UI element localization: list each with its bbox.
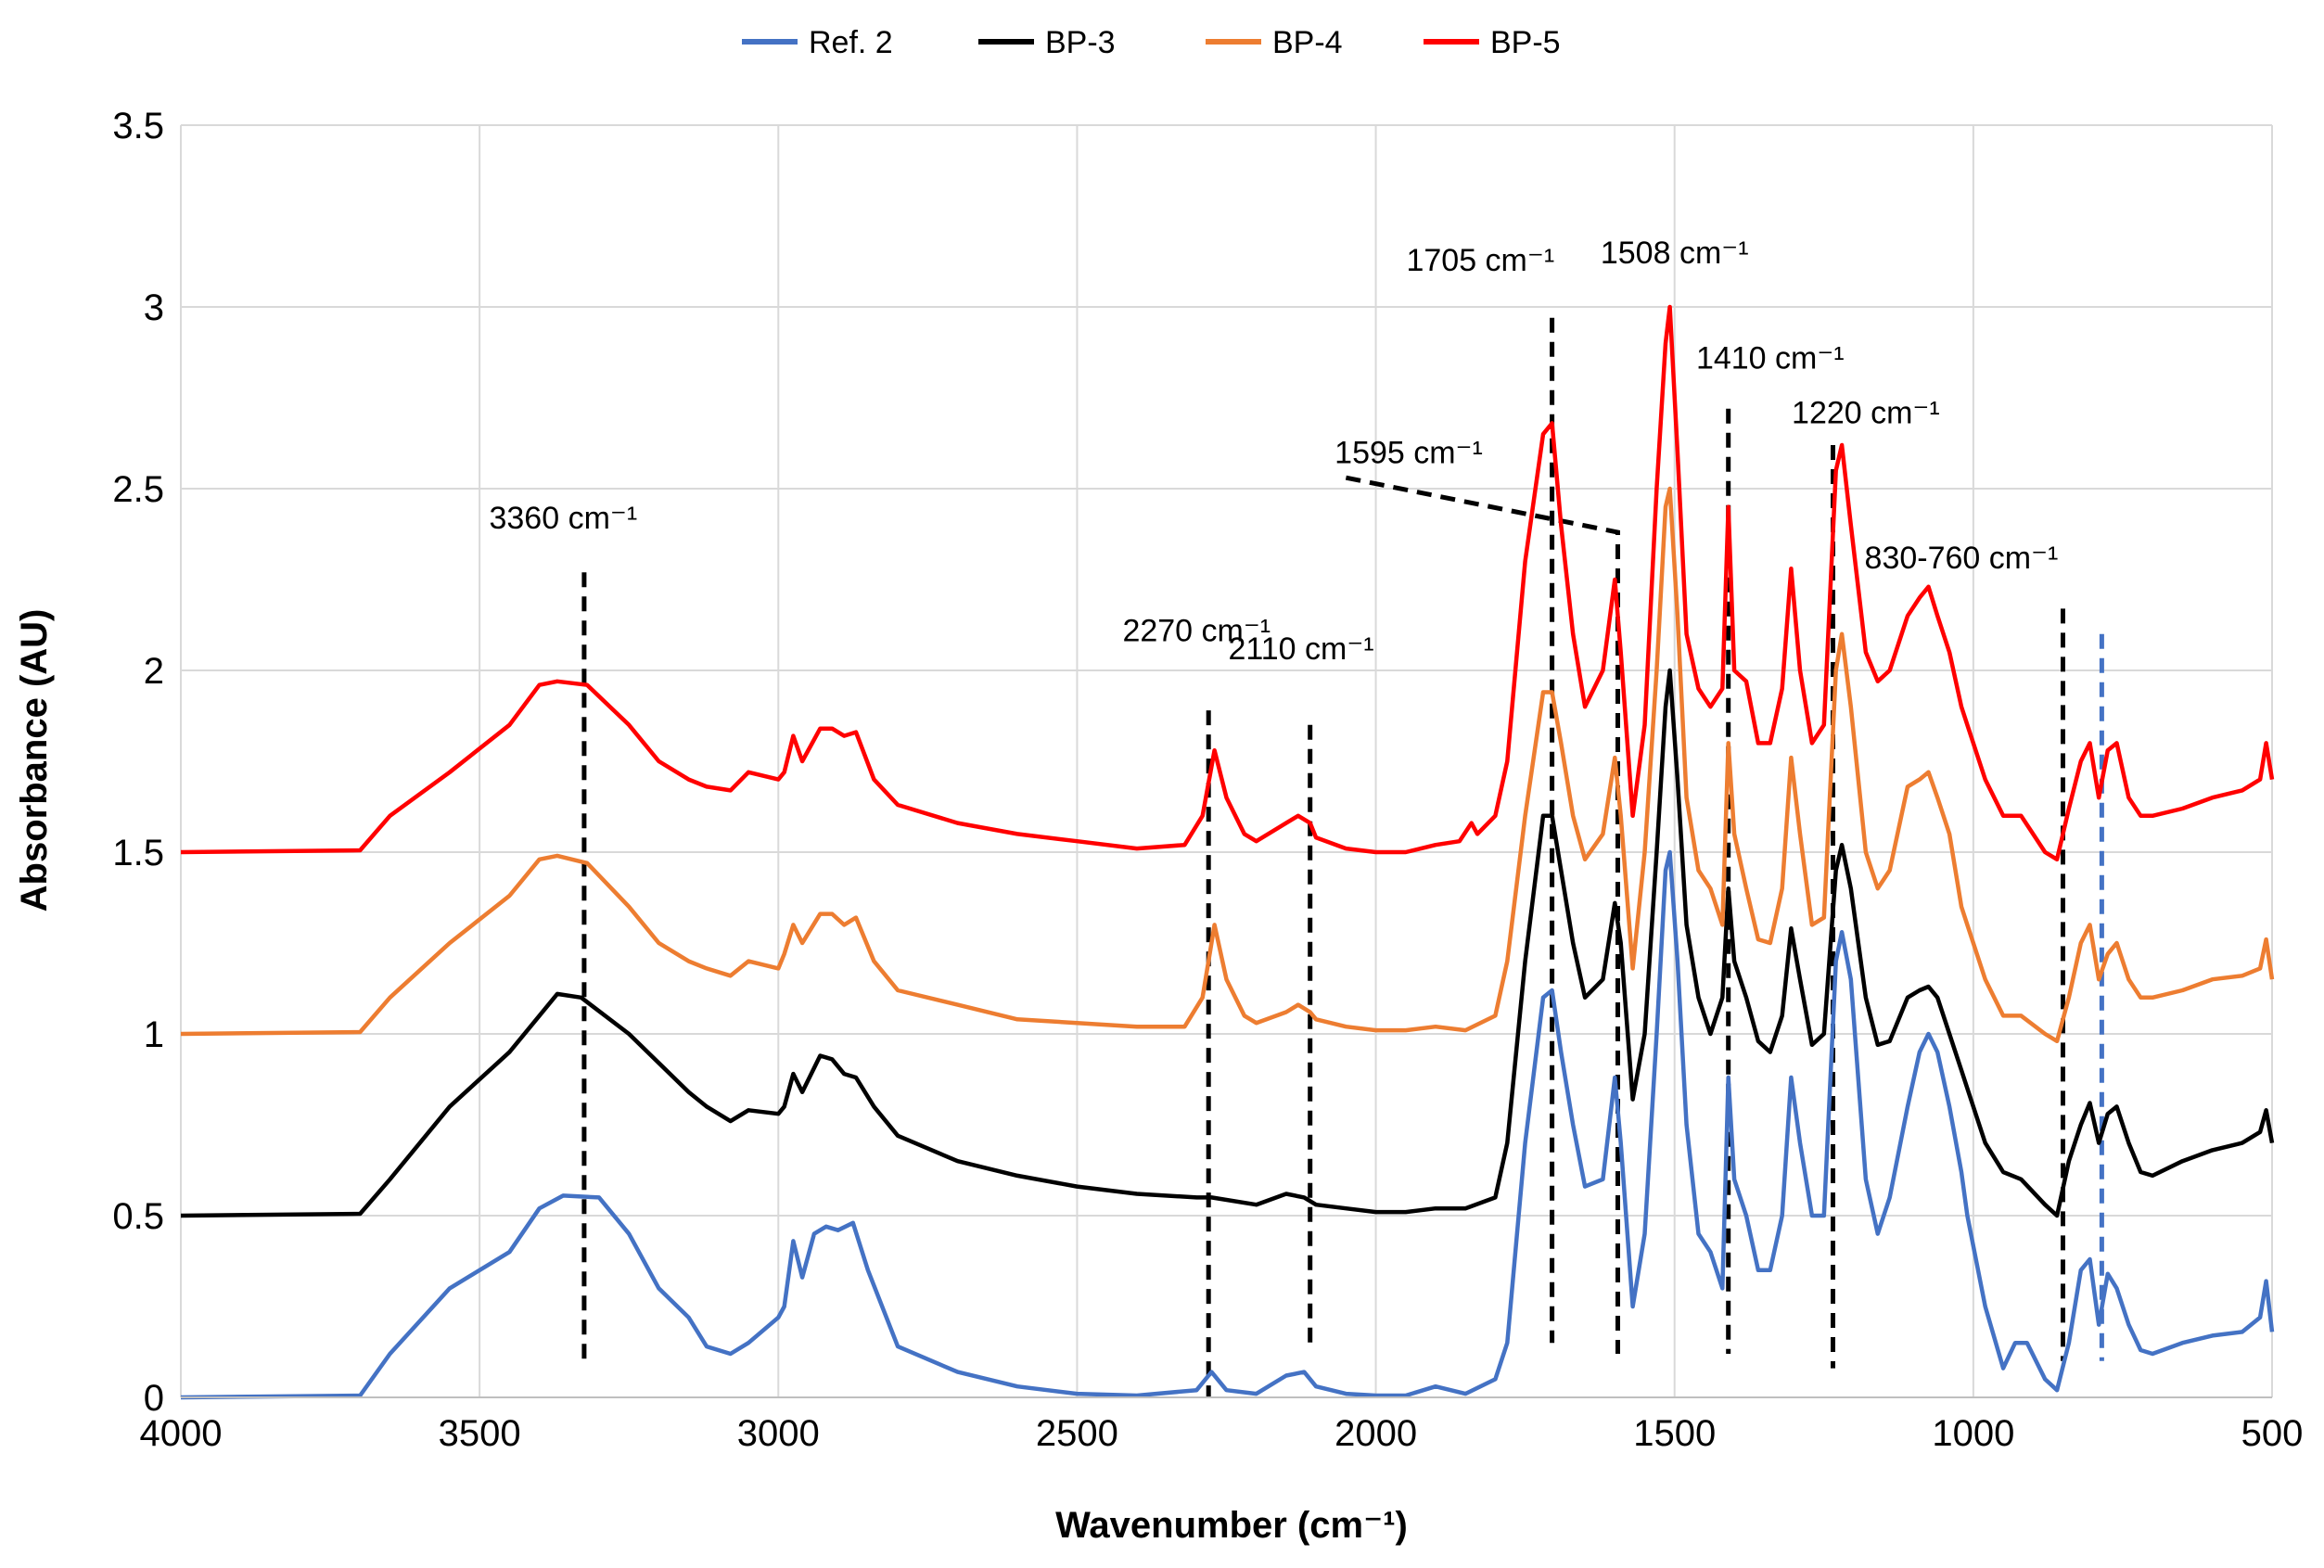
annotation-label: 1220 cm⁻¹	[1792, 395, 1940, 430]
annotation-label: 1705 cm⁻¹	[1406, 243, 1554, 278]
series-line-bp-4	[180, 486, 2275, 1044]
annotation-label: 1410 cm⁻¹	[1696, 341, 1845, 376]
y-tick-label: 2	[144, 651, 164, 692]
x-tick-label: 4000	[140, 1413, 223, 1454]
legend-label: BP-3	[1045, 25, 1116, 60]
x-tick-label: 500	[2241, 1413, 2304, 1454]
y-tick-label: 0.5	[112, 1196, 164, 1237]
legend-label: BP-4	[1272, 25, 1343, 60]
annotation-label: 3360 cm⁻¹	[489, 501, 637, 536]
series-line-bp-5	[180, 304, 2275, 862]
y-tick-label: 2.5	[112, 469, 164, 510]
x-tick-label: 1500	[1633, 1413, 1716, 1454]
series-line-bp-3	[180, 668, 2275, 1218]
x-tick-label: 1000	[1932, 1413, 2014, 1454]
x-tick-label: 2000	[1334, 1413, 1417, 1454]
y-tick-label: 1	[144, 1014, 164, 1055]
annotation-label: 1508 cm⁻¹	[1601, 236, 1749, 271]
annotation-label: 1595 cm⁻¹	[1334, 436, 1483, 471]
annotation-label: 2270 cm⁻¹	[1122, 614, 1271, 649]
legend-label: BP-5	[1490, 25, 1561, 60]
annotation-label: 2110 cm⁻¹	[1228, 631, 1373, 667]
y-tick-label: 3	[144, 287, 164, 328]
y-tick-label: 3.5	[112, 106, 164, 147]
legend-label: Ref. 2	[809, 25, 893, 60]
axes: 0 0.5 1 1.5 2 2.5 3 3.5 4000 3500 3000 2500 2000 1500…	[112, 106, 2303, 1454]
x-tick-label: 3000	[737, 1413, 820, 1454]
annotation-line	[1345, 475, 1620, 1354]
x-tick-label: 2500	[1036, 1413, 1118, 1454]
annotation-label: 830-760 cm⁻¹	[1865, 541, 2059, 576]
legend: Ref. 2 BP-3 BP-4 BP-5	[742, 25, 1561, 60]
x-axis-label: Wavenumber (cm⁻¹)	[1055, 1505, 1408, 1546]
series-line-ref-2	[180, 849, 2275, 1400]
x-tick-label: 3500	[439, 1413, 521, 1454]
series-lines	[180, 304, 2275, 1400]
y-tick-label: 1.5	[112, 833, 164, 873]
y-axis-label: Absorbance (AU)	[14, 609, 55, 912]
y-tick-label: 0	[144, 1378, 164, 1419]
